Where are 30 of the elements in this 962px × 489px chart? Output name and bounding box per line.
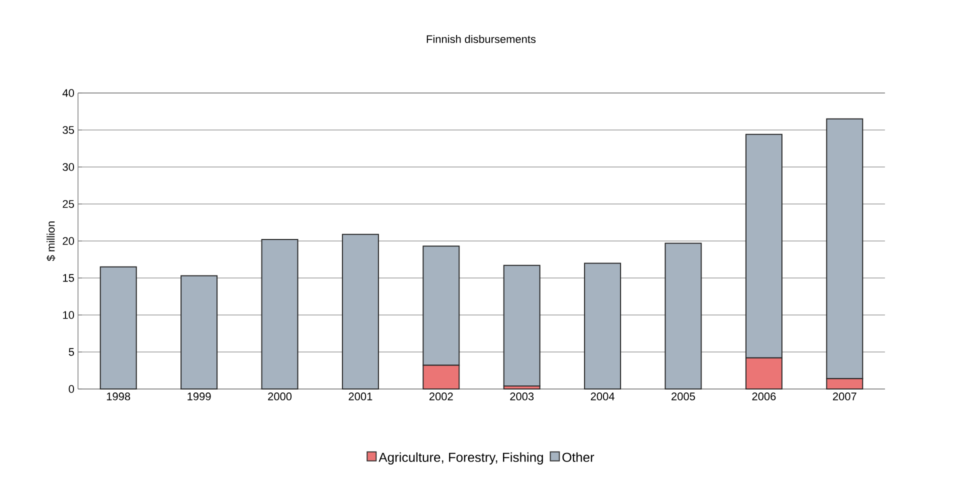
x-tick-label: 2000	[268, 392, 292, 400]
bar	[503, 264, 540, 387]
bar	[584, 262, 622, 390]
x-tick-label: 2007	[832, 392, 856, 400]
chart-title: Finnish disbursements	[426, 34, 536, 44]
y-tick-label: 0	[68, 385, 74, 393]
x-tick-label: 1998	[106, 392, 130, 400]
x-tick-label: 2003	[510, 392, 534, 400]
bar	[180, 275, 218, 390]
bar	[664, 242, 702, 390]
y-tick-label: 10	[63, 311, 74, 319]
bar	[342, 234, 379, 390]
legend-label: Agriculture, Forestry, Fishing	[378, 452, 543, 464]
y-tick-label: 30	[62, 163, 74, 171]
y-tick-label: 20	[62, 237, 74, 245]
bar	[100, 266, 137, 390]
y-tick-label: 5	[68, 348, 74, 356]
y-tick-label: 35	[62, 126, 74, 134]
x-tick-label: 2002	[429, 392, 453, 400]
x-tick-label: 2006	[752, 392, 776, 400]
x-tick-label: 2004	[590, 392, 614, 400]
x-tick-label: 1999	[188, 392, 211, 400]
y-tick-label: 40	[62, 89, 74, 97]
bar	[261, 239, 298, 390]
y-tick-label: 25	[62, 200, 74, 208]
y-tick-label: 15	[63, 274, 74, 282]
legend-label: Other	[562, 452, 594, 462]
y-axis-title: $ million	[46, 222, 56, 262]
x-tick-label: 2005	[672, 392, 696, 400]
x-tick-label: 2001	[348, 392, 372, 400]
